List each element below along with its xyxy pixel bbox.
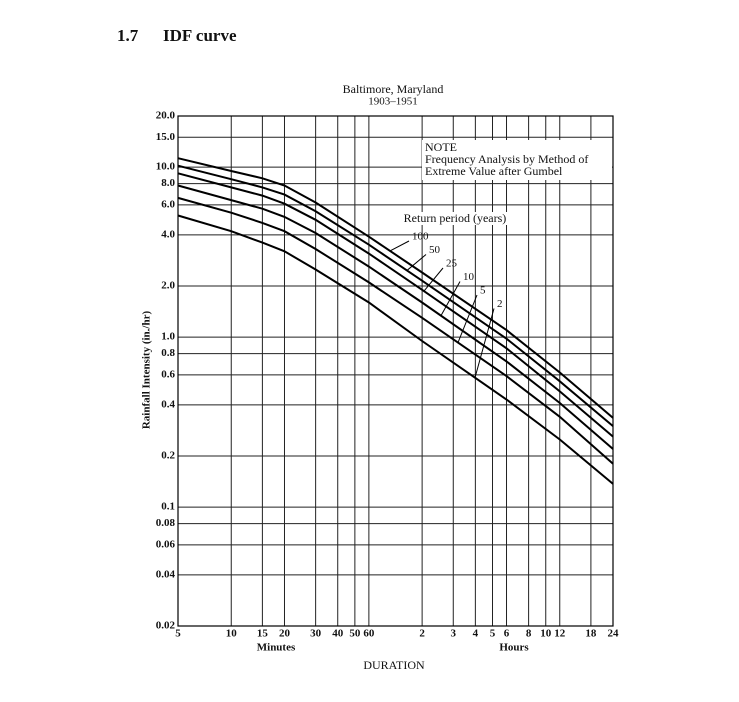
note-heading: NOTE [425,140,457,154]
x-tick-label: 24 [608,628,620,640]
x-tick-label: 2 [419,628,425,640]
x-unit-hours: Hours [499,642,529,654]
y-tick-label: 0.8 [161,347,175,359]
x-unit-minutes: Minutes [257,642,296,654]
x-tick-label: 10 [540,628,552,640]
plot-frame [177,115,614,627]
series-leader [406,254,427,271]
y-tick-label: 6.0 [161,198,175,210]
x-tick-label: 20 [279,628,291,640]
series-line [177,196,614,465]
x-tick-label: 60 [363,628,375,640]
series-leader [457,294,478,343]
y-tick-label: 0.04 [156,568,176,580]
section-title: IDF curve [163,26,237,45]
x-tick-label: 30 [310,628,322,640]
series-line [177,214,614,485]
y-tick-label: 0.06 [156,538,176,550]
series-line [177,184,614,450]
y-tick-label: 15.0 [156,131,176,143]
x-tick-label: 12 [554,628,566,640]
y-tick-label: 20.0 [156,110,176,122]
series-leader [440,281,461,316]
y-tick-label: 0.4 [161,398,175,410]
series-label: 50 [429,244,441,256]
y-tick-label: 1.0 [161,331,175,343]
x-tick-label: 15 [257,628,269,640]
series-label: 2 [497,298,503,310]
series-line [177,157,614,419]
y-tick-label: 0.2 [161,450,175,462]
x-tick-label: 4 [473,628,479,640]
y-axis-label: Rainfall Intensity (in./hr) [141,311,153,430]
series-line [177,164,614,427]
grid [177,115,614,627]
y-tick-label: 0.08 [156,517,176,529]
note-background [422,140,612,180]
x-tick-label: 5 [175,628,181,640]
series-line [177,172,614,438]
y-tick-label: 0.1 [161,501,175,513]
chart-title: Baltimore, Maryland [343,82,444,96]
note-text: Frequency Analysis by Method of [425,152,588,166]
series-label: 5 [480,285,486,297]
y-tick-label: 0.02 [156,620,176,632]
return-period-label: Return period (years) [404,211,507,225]
section-number: 1.7 [117,26,139,45]
series-label: 10 [463,271,475,283]
series-label: 25 [446,258,458,270]
x-tick-label: 8 [526,628,532,640]
y-tick-label: 0.6 [161,368,175,380]
x-tick-label: 3 [451,628,457,640]
x-tick-label: 6 [504,628,510,640]
series-label: 100 [412,231,429,243]
note-text: Extreme Value after Gumbel [425,164,563,178]
y-tick-label: 4.0 [161,228,175,240]
x-tick-label: 5 [490,628,496,640]
series-leader [389,240,410,252]
series-leader [423,267,444,292]
series-leader [474,308,495,378]
return-period-background [396,212,514,225]
y-tick-label: 2.0 [161,280,175,292]
y-tick-label: 10.0 [156,161,176,173]
x-axis-label: DURATION [363,658,425,672]
chart-subtitle: 1903–1951 [368,96,418,108]
x-tick-label: 10 [226,628,238,640]
x-tick-label: 18 [585,628,597,640]
x-tick-label: 50 [349,628,361,640]
y-tick-label: 8.0 [161,177,175,189]
x-tick-label: 40 [332,628,344,640]
